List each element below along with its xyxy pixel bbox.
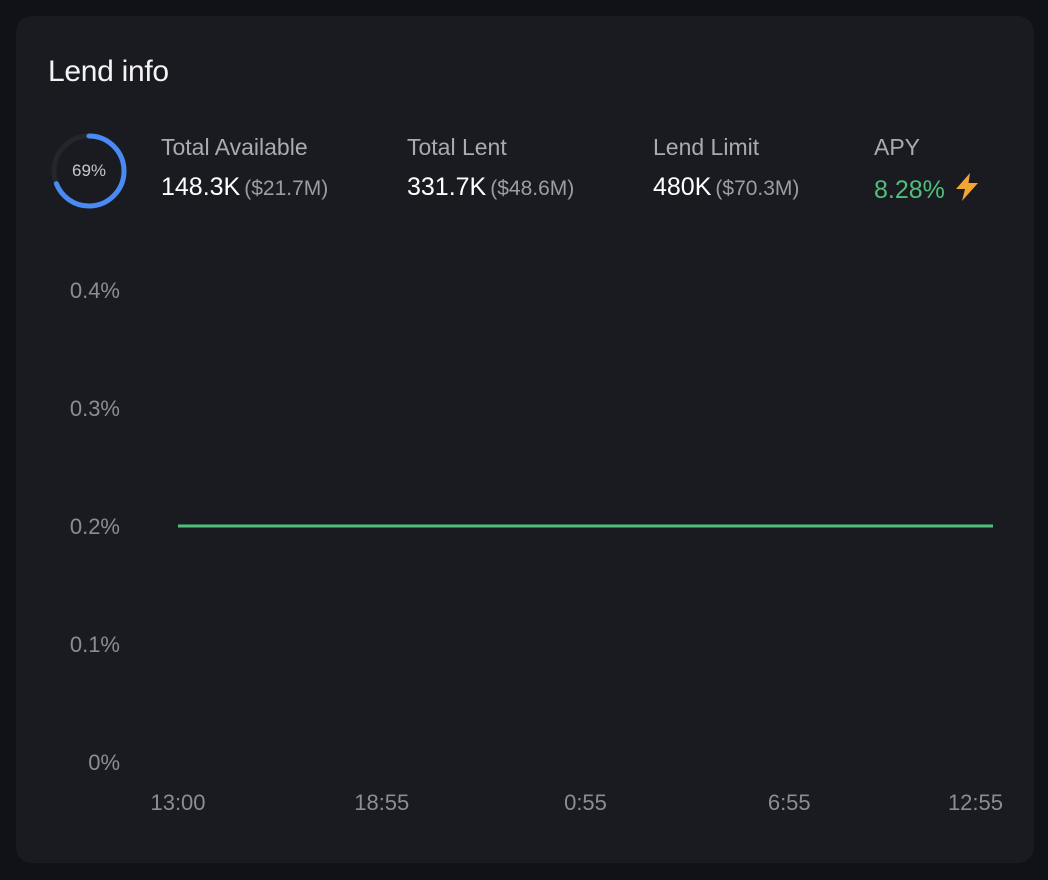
stat-total-available: Total Available 148.3K ($21.7M) bbox=[161, 132, 328, 206]
card-title: Lend info bbox=[48, 55, 169, 88]
y-tick-label: 0% bbox=[88, 750, 120, 775]
x-tick-label: 12:55 bbox=[948, 790, 1003, 815]
utilization-ring: 69% bbox=[49, 131, 129, 211]
stat-value-apy: 8.28% bbox=[874, 176, 945, 204]
y-tick-label: 0.2% bbox=[70, 514, 120, 539]
stat-label-total-lent: Total Lent bbox=[407, 134, 507, 160]
stat-value-total-available: 148.3K bbox=[161, 173, 241, 201]
stat-usd-total-available: ($21.7M) bbox=[244, 177, 329, 200]
y-tick-label: 0.1% bbox=[70, 632, 120, 657]
stat-label-apy: APY bbox=[874, 134, 921, 160]
stat-total-lent: Total Lent 331.7K ($48.6M) bbox=[407, 132, 574, 206]
stat-usd-lend-limit: ($70.3M) bbox=[715, 177, 800, 200]
stat-lend-limit: Lend Limit 480K ($70.3M) bbox=[653, 132, 799, 206]
stat-label-lend-limit: Lend Limit bbox=[653, 134, 760, 160]
x-tick-label: 18:55 bbox=[354, 790, 409, 815]
utilization-percent: 69% bbox=[71, 161, 107, 180]
x-tick-label: 13:00 bbox=[150, 790, 205, 815]
x-tick-label: 6:55 bbox=[768, 790, 811, 815]
stat-label-total-available: Total Available bbox=[161, 134, 308, 160]
stat-apy: APY 8.28% bbox=[874, 132, 981, 213]
lightning-bolt-icon[interactable] bbox=[953, 172, 981, 213]
y-tick-label: 0.3% bbox=[70, 396, 120, 421]
y-axis-ticks: 0% 0.1% 0.2% 0.3% 0.4% bbox=[70, 278, 120, 775]
x-axis-ticks: 13:00 18:55 0:55 6:55 12:55 bbox=[150, 790, 1003, 815]
stat-value-lend-limit: 480K bbox=[653, 173, 712, 201]
stat-value-total-lent: 331.7K bbox=[407, 173, 487, 201]
x-tick-label: 0:55 bbox=[564, 790, 607, 815]
stat-usd-total-lent: ($48.6M) bbox=[490, 177, 575, 200]
y-tick-label: 0.4% bbox=[70, 278, 120, 303]
lend-info-card: Lend info 69% Total Available 148.3K ($21… bbox=[16, 16, 1034, 863]
utilization-ring-graphic bbox=[51, 133, 127, 209]
utilization-ring-arc bbox=[51, 133, 127, 209]
